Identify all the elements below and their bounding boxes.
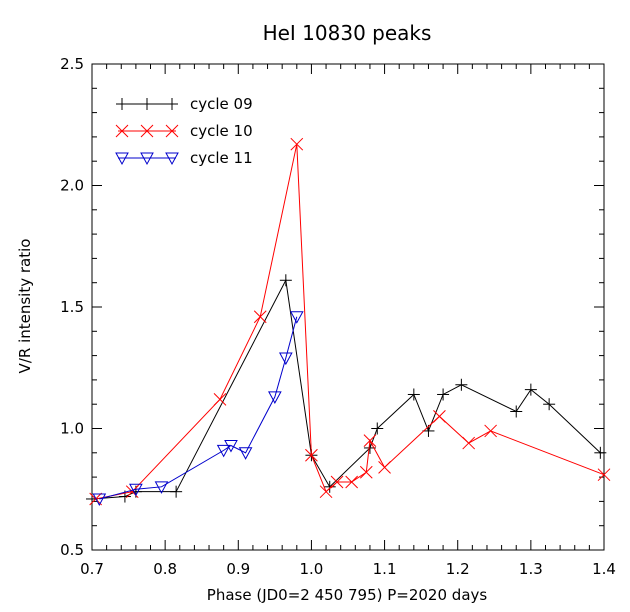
x-tick-label: 0.8 [153, 560, 177, 578]
series-line [95, 144, 605, 500]
y-tick-label: 1.0 [60, 420, 84, 438]
series-line [91, 278, 601, 500]
data-point [290, 137, 304, 151]
data-point [359, 465, 373, 479]
data-point [455, 378, 468, 391]
legend-label: cycle 09 [190, 95, 253, 113]
legend: cycle 09 cycle 10 cycle 11 [115, 95, 253, 167]
y-tick-label: 0.5 [60, 541, 84, 559]
data-point [253, 310, 267, 324]
legend-marker [165, 152, 179, 166]
chart-title: HeI 10830 peaks [263, 21, 432, 45]
y-axis-label: V/R intensity ratio [16, 239, 34, 374]
data-point [594, 446, 607, 459]
legend-entry: cycle 09 [116, 95, 253, 113]
x-tick-label: 1.2 [446, 560, 470, 578]
data-point [154, 481, 169, 494]
series-2 [89, 137, 611, 506]
data-point [125, 485, 139, 499]
legend-label: cycle 10 [190, 122, 253, 140]
x-tick-label: 1.0 [299, 560, 323, 578]
y-tick-label: 2.5 [60, 55, 84, 73]
legend-marker [141, 98, 153, 110]
x-tick-label: 0.7 [80, 560, 104, 578]
y-tick-label: 1.5 [60, 298, 84, 316]
y-tick-label: 2.0 [60, 177, 84, 195]
series-3 [92, 311, 304, 507]
legend-marker [165, 124, 179, 138]
legend-entry: cycle 10 [115, 122, 253, 140]
legend-marker [140, 152, 154, 166]
data-point [437, 388, 450, 401]
plot-area-frame [91, 63, 605, 551]
data-point [92, 493, 107, 507]
data-point [213, 392, 227, 406]
legend-marker [166, 98, 178, 110]
data-point [278, 352, 293, 366]
legend-marker [115, 124, 129, 138]
x-tick-label: 0.9 [226, 560, 250, 578]
data-point [323, 480, 336, 493]
data-point [129, 483, 143, 497]
data-point [224, 440, 238, 453]
data-point [510, 405, 523, 418]
data-point [268, 391, 282, 404]
data-point [289, 311, 304, 324]
data-point [305, 448, 318, 462]
data-point [378, 461, 391, 474]
series-line [99, 316, 298, 500]
series-1 [86, 274, 607, 505]
x-tick-label: 1.3 [519, 560, 543, 578]
data-point [484, 424, 497, 438]
legend-marker [140, 124, 154, 138]
legend-marker [116, 98, 128, 110]
data-point [170, 485, 183, 498]
legend-entry: cycle 11 [115, 149, 253, 167]
data-point [524, 383, 537, 396]
data-point [433, 409, 446, 423]
data-point [279, 274, 292, 287]
data-point [462, 436, 476, 450]
data-point [319, 485, 333, 499]
data-point [363, 434, 377, 448]
data-point [407, 388, 420, 401]
data-point [330, 475, 344, 489]
legend-marker [115, 152, 129, 166]
data-point [216, 444, 231, 458]
legend-label: cycle 11 [190, 149, 253, 167]
x-tick-label: 1.4 [592, 560, 616, 578]
data-point [345, 475, 359, 489]
data-point [543, 398, 556, 411]
x-tick-label: 1.1 [373, 560, 397, 578]
x-axis-label: Phase (JD0=2 450 795) P=2020 days [207, 586, 488, 604]
data-point [238, 447, 253, 460]
data-point [371, 422, 384, 435]
data-point [597, 468, 611, 482]
